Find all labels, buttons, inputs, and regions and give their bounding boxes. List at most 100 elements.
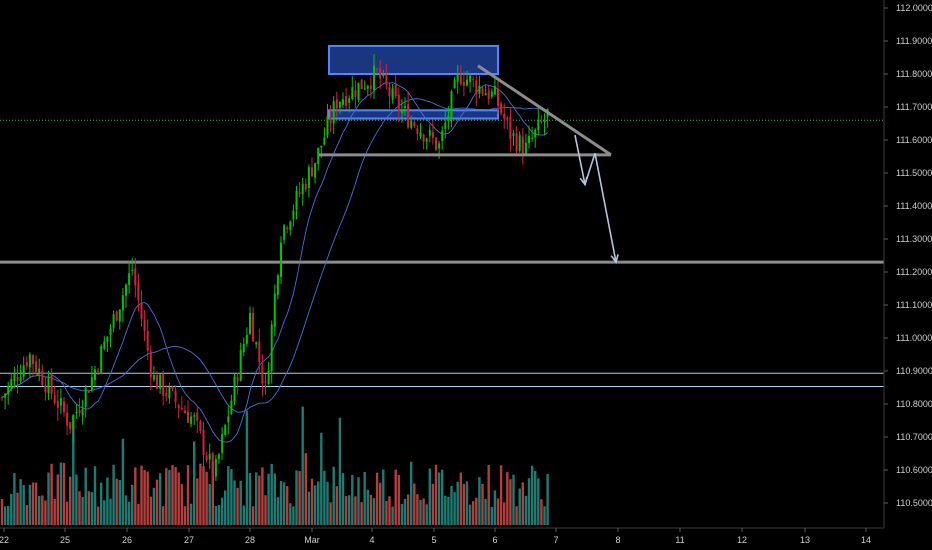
volume-bar xyxy=(137,503,140,525)
candle-body xyxy=(466,79,468,86)
volume-bar xyxy=(208,484,211,525)
volume-bar xyxy=(400,503,404,525)
x-tick-label: 14 xyxy=(861,535,871,545)
candle-body xyxy=(227,416,230,423)
volume-bar xyxy=(245,410,249,525)
candle-body xyxy=(16,376,19,381)
volume-bar xyxy=(152,487,156,525)
candle-body xyxy=(404,106,406,108)
candle-body xyxy=(72,415,75,430)
zone-rectangle[interactable] xyxy=(328,44,499,75)
candle-body xyxy=(447,115,450,121)
candle-body xyxy=(540,121,543,123)
volume-bar xyxy=(93,466,97,525)
volume-bar xyxy=(481,483,484,525)
candle-body xyxy=(208,453,211,460)
volume-bar xyxy=(344,496,348,525)
candle-body xyxy=(419,132,422,137)
volume-bar xyxy=(165,468,168,525)
volume-bar xyxy=(422,498,425,525)
projection-arrow[interactable] xyxy=(594,153,617,263)
candle-body xyxy=(69,422,72,430)
candle-body xyxy=(456,73,459,82)
volume-bar xyxy=(530,465,534,525)
candle-body xyxy=(211,453,214,478)
candle-body xyxy=(245,334,248,344)
y-tick-label: 110.8000 xyxy=(896,399,932,409)
candle-body xyxy=(509,116,512,139)
volume-bar xyxy=(34,482,38,525)
volume-bar xyxy=(493,490,497,525)
candle-body xyxy=(407,104,410,128)
volume-bar xyxy=(310,478,314,525)
candle-body xyxy=(487,90,490,100)
volume-bar xyxy=(112,464,115,525)
trend-drawings[interactable] xyxy=(319,64,619,264)
volume-bar xyxy=(447,496,450,525)
candle-body xyxy=(289,221,292,231)
candle-body xyxy=(323,137,326,145)
volume-bar xyxy=(388,496,391,525)
candle-body xyxy=(94,369,96,381)
candle-body xyxy=(379,67,382,79)
candle-body xyxy=(78,409,81,414)
zone-rectangles[interactable] xyxy=(328,44,499,120)
volume-bar xyxy=(397,475,400,525)
volume-bar xyxy=(475,497,478,525)
volume-bar xyxy=(410,461,413,525)
candle-body xyxy=(515,133,518,152)
volume-bar xyxy=(468,504,472,525)
candle-body xyxy=(128,273,131,285)
volume-bar xyxy=(441,469,444,525)
candle-body xyxy=(146,331,149,351)
candle-body xyxy=(276,275,279,296)
volume-bar xyxy=(338,417,342,525)
time-axis[interactable]: 22 25 26 27 28 Mar 4 5 6 7 8 11 12 13 14 xyxy=(0,528,871,545)
volume-bar xyxy=(171,464,174,525)
volume-bar xyxy=(143,469,146,525)
candle-body xyxy=(286,227,289,229)
candle-body xyxy=(475,80,478,94)
volume-bar xyxy=(425,504,428,525)
volume-bar xyxy=(90,492,94,525)
volume-bar xyxy=(490,506,493,525)
volume-bar xyxy=(146,471,149,525)
candle-body xyxy=(143,319,146,331)
y-tick-label: 111.9000 xyxy=(896,36,932,46)
volume-bar xyxy=(509,479,512,525)
volume-bar xyxy=(224,490,227,525)
candle-body xyxy=(233,376,236,402)
candle-body xyxy=(38,368,41,373)
projection-arrow[interactable] xyxy=(584,152,596,185)
descending-trend-line[interactable] xyxy=(477,64,612,157)
candle-body xyxy=(298,192,301,194)
candle-body xyxy=(174,390,177,402)
volume-bar xyxy=(289,503,292,525)
projection-arrow[interactable] xyxy=(574,134,586,185)
volume-bar xyxy=(292,506,295,525)
candle-body xyxy=(450,91,453,119)
candle-body xyxy=(472,78,475,80)
candle-body xyxy=(87,390,90,393)
x-tick-label: 4 xyxy=(369,535,374,545)
candle-body xyxy=(273,293,276,327)
candle-body xyxy=(140,303,143,320)
horizontal-levels[interactable] xyxy=(0,119,884,388)
volume-bar xyxy=(462,483,466,525)
candle-body xyxy=(187,411,189,423)
candle-body xyxy=(100,346,103,374)
volume-bar xyxy=(450,485,453,525)
price-axis[interactable]: 112.0000 111.9000 111.8000 111.7000 111.6000… xyxy=(884,3,932,508)
volume-bar xyxy=(56,474,59,525)
volume-bar xyxy=(348,495,351,525)
volume-bar xyxy=(499,465,503,525)
x-tick-label: 28 xyxy=(245,535,255,545)
volume-bar xyxy=(524,495,528,525)
candle-body xyxy=(84,387,87,407)
volume-bars xyxy=(0,406,549,525)
volume-bar xyxy=(487,465,490,525)
volume-bar xyxy=(521,482,524,525)
candle-body xyxy=(106,336,109,343)
volume-bar xyxy=(233,480,236,525)
